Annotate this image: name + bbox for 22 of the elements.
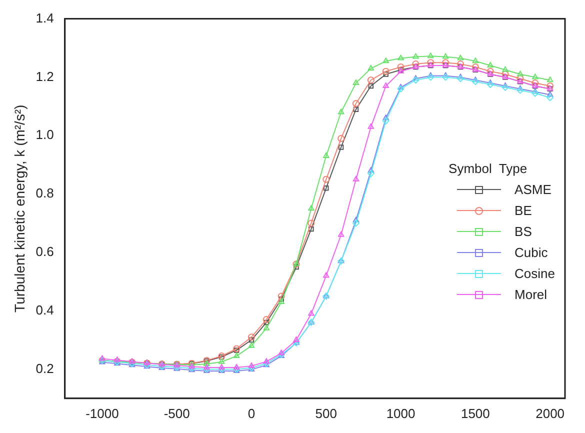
legend-label: Morel — [514, 286, 548, 304]
legend-label: BE — [514, 202, 532, 220]
x-tick-label: 500 — [315, 406, 337, 421]
legend-label: Cosine — [514, 265, 555, 283]
y-tick-label: 0.8 — [36, 186, 54, 201]
x-tick-label: 1500 — [460, 406, 490, 421]
y-tick-label: 0.2 — [36, 360, 54, 376]
x-tick-label: 2000 — [536, 406, 565, 421]
y-tick-label: 1.0 — [36, 127, 54, 142]
y-tick-label: 1.4 — [36, 10, 54, 26]
y-tick-label: 0.4 — [36, 302, 54, 318]
legend-label: BS — [514, 223, 532, 241]
legend-label: Cubic — [514, 244, 548, 262]
x-tick-label: 0 — [248, 406, 256, 421]
legend-title: Symbol Type — [448, 160, 528, 178]
x-tick-label: -1000 — [86, 406, 119, 421]
y-tick-label: 0.6 — [36, 244, 54, 259]
y-axis-title: Turbulent kinetic energy, k (m²/s²) — [11, 104, 28, 312]
x-tick-label: -500 — [164, 406, 190, 421]
y-tick-label: 1.2 — [36, 68, 54, 84]
legend-label: ASME — [514, 181, 552, 199]
x-tick-label: 1000 — [386, 406, 416, 421]
